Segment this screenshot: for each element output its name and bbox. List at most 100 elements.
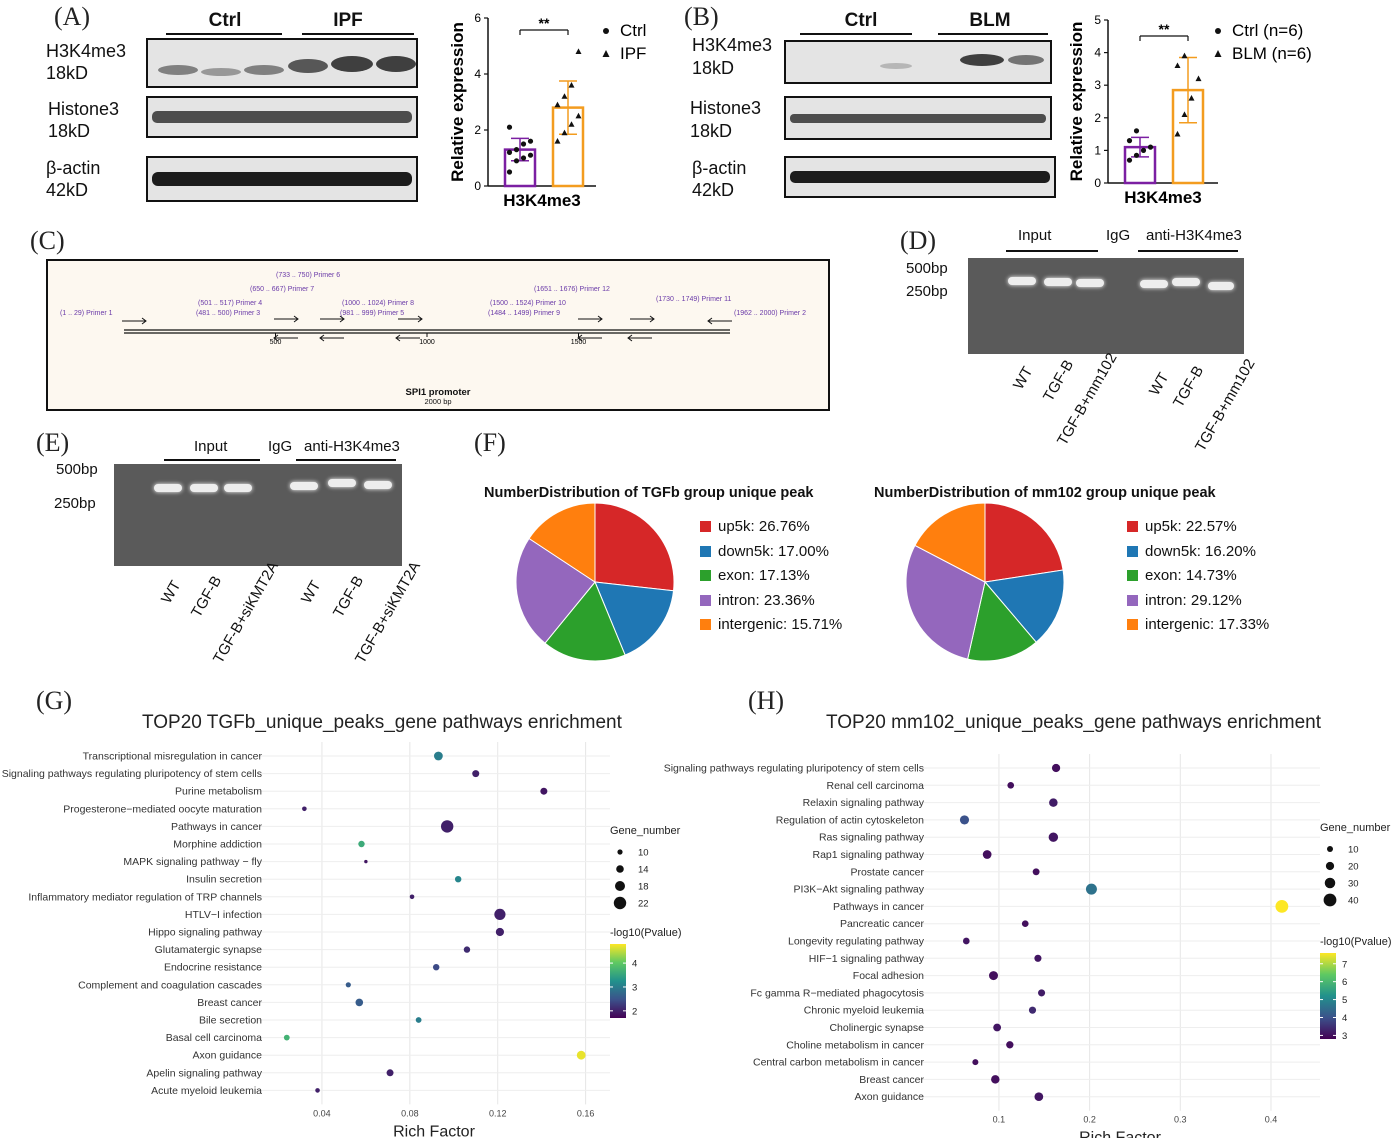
pathway-label: Central carbon metabolism in cancer — [753, 1057, 924, 1069]
y-tick-label: 6 — [474, 11, 481, 25]
primer-label: (1 .. 29) Primer 1 — [60, 310, 113, 317]
pathway-label: Insulin secretion — [186, 874, 262, 886]
data-point — [1188, 95, 1195, 101]
legend-symbol — [1215, 28, 1221, 34]
legend-label: intergenic: 15.71% — [718, 616, 843, 633]
size-legend-label: 14 — [638, 865, 649, 876]
primer-arrowhead — [319, 334, 325, 342]
blot-name: Histone3 — [690, 98, 762, 118]
marker-250bp: 250bp — [906, 283, 948, 300]
data-point — [386, 1069, 394, 1077]
data-point — [575, 112, 582, 119]
data-point — [1174, 130, 1181, 137]
header-line — [1138, 250, 1238, 252]
pathway-label: Pathways in cancer — [833, 901, 925, 913]
marker-500bp: 500bp — [906, 260, 948, 277]
data-point — [494, 908, 506, 920]
primer-arrowhead — [395, 334, 401, 342]
primer-label: (481 .. 500) Primer 3 — [196, 310, 260, 317]
panel-a-bar-chart: 0 2 4 6 Relative expression H3K4me3 ** Ctrl IPF — [448, 11, 646, 210]
pathway-label: Bile secretion — [199, 1015, 262, 1027]
primer-arrowhead — [577, 334, 583, 342]
data-point — [432, 964, 440, 971]
group-label-ctrl: Ctrl — [844, 10, 878, 31]
data-point — [345, 982, 351, 988]
data-point — [1147, 144, 1154, 150]
pie-slice — [515, 537, 596, 644]
header-input: Input — [1018, 227, 1052, 244]
pathway-label: Chronic myeloid leukemia — [804, 1005, 924, 1017]
data-point — [1051, 763, 1061, 773]
primer-arrowhead — [597, 315, 603, 323]
lane-label: WT — [298, 577, 325, 607]
data-point — [1034, 954, 1042, 962]
gel-image — [968, 258, 1244, 354]
primer-label: (1730 .. 1749) Primer 11 — [656, 296, 731, 303]
color-tick-label: 7 — [1342, 959, 1347, 970]
y-tick-label: 2 — [474, 123, 481, 137]
legend-label: down5k: 16.20% — [1145, 542, 1256, 560]
pathway-label: Axon guidance — [193, 1050, 263, 1062]
lane-label: TGF-B — [188, 573, 226, 621]
data-point — [1037, 989, 1046, 997]
group-line — [166, 33, 282, 35]
legend-label: intron: 29.12% — [1145, 591, 1242, 609]
gel-band — [1172, 278, 1200, 286]
data-point — [1048, 832, 1059, 842]
pathway-label: Fc gamma R−mediated phagocytosis — [750, 987, 924, 999]
legend-item: up5k: 26.76% — [700, 518, 810, 535]
lane-label: TGF-B+siKMT2A — [210, 558, 283, 667]
data-point — [463, 946, 471, 953]
pathway-label: Rap1 signaling pathway — [813, 849, 925, 861]
header-igg: IgG — [268, 438, 293, 455]
marker-250bp: 250bp — [54, 495, 96, 512]
panel-letter-c: (C) — [30, 226, 65, 255]
y-tick-label: 2 — [1094, 111, 1101, 125]
pathway-label: Morphine addiction — [173, 839, 262, 851]
legend-swatch — [1127, 521, 1138, 532]
blot-strip-beta-actin — [146, 156, 418, 202]
primer-arrowhead — [141, 317, 147, 325]
y-tick-label: 0 — [1094, 176, 1101, 190]
legend-item: intergenic: 15.71% — [700, 616, 842, 633]
lane-label: WT — [1146, 369, 1173, 399]
pie-slice — [594, 581, 675, 656]
data-point — [1181, 111, 1188, 117]
size-legend-label: 40 — [1348, 896, 1359, 907]
data-point — [554, 101, 561, 108]
panel-letter-d: (D) — [900, 226, 937, 255]
y-tick-label: 4 — [1094, 46, 1101, 60]
y-tick-label: 0 — [474, 179, 481, 193]
data-point — [315, 1088, 320, 1093]
blot-strip-h3k4me3 — [784, 40, 1052, 84]
legend-symbol — [602, 50, 610, 57]
primer-arrowhead — [417, 315, 423, 323]
data-point — [527, 138, 534, 144]
group-label-ipf: IPF — [333, 10, 363, 31]
marker-500bp: 500bp — [56, 461, 98, 478]
legend-symbol — [1214, 50, 1222, 57]
legend-symbol — [603, 28, 609, 34]
legend-label: down5k: 17.00% — [718, 542, 829, 560]
x-tick-label: 0.16 — [577, 1108, 595, 1118]
color-tick-label: 6 — [1342, 977, 1347, 988]
pathway-label: Inflammatory mediator regulation of TRP … — [28, 891, 262, 903]
plot-area — [920, 754, 1320, 1111]
promoter-tick-label: 1500 — [571, 339, 587, 346]
size-legend-dot — [615, 881, 625, 891]
data-point — [575, 48, 582, 54]
pathway-label: Prostate cancer — [850, 866, 924, 878]
dotplot-mm102: Signaling pathways regulating pluripoten… — [664, 754, 1392, 1138]
legend-swatch — [700, 594, 711, 606]
pathway-label: Glutamatergic synapse — [155, 944, 263, 956]
dotplot-h-title: TOP20 mm102_unique_peaks_gene pathways e… — [826, 712, 1322, 733]
group-label-blm: BLM — [969, 10, 1011, 31]
pie-slice — [528, 502, 596, 583]
x-axis-label: H3K4me3 — [1124, 188, 1202, 207]
blot-size: 18kD — [48, 121, 91, 141]
legend-swatch — [1127, 619, 1138, 630]
panel-letter-g: (G) — [36, 686, 73, 715]
data-point — [959, 815, 970, 825]
gel-band — [190, 484, 218, 492]
x-tick-label: 0.4 — [1265, 1115, 1278, 1125]
